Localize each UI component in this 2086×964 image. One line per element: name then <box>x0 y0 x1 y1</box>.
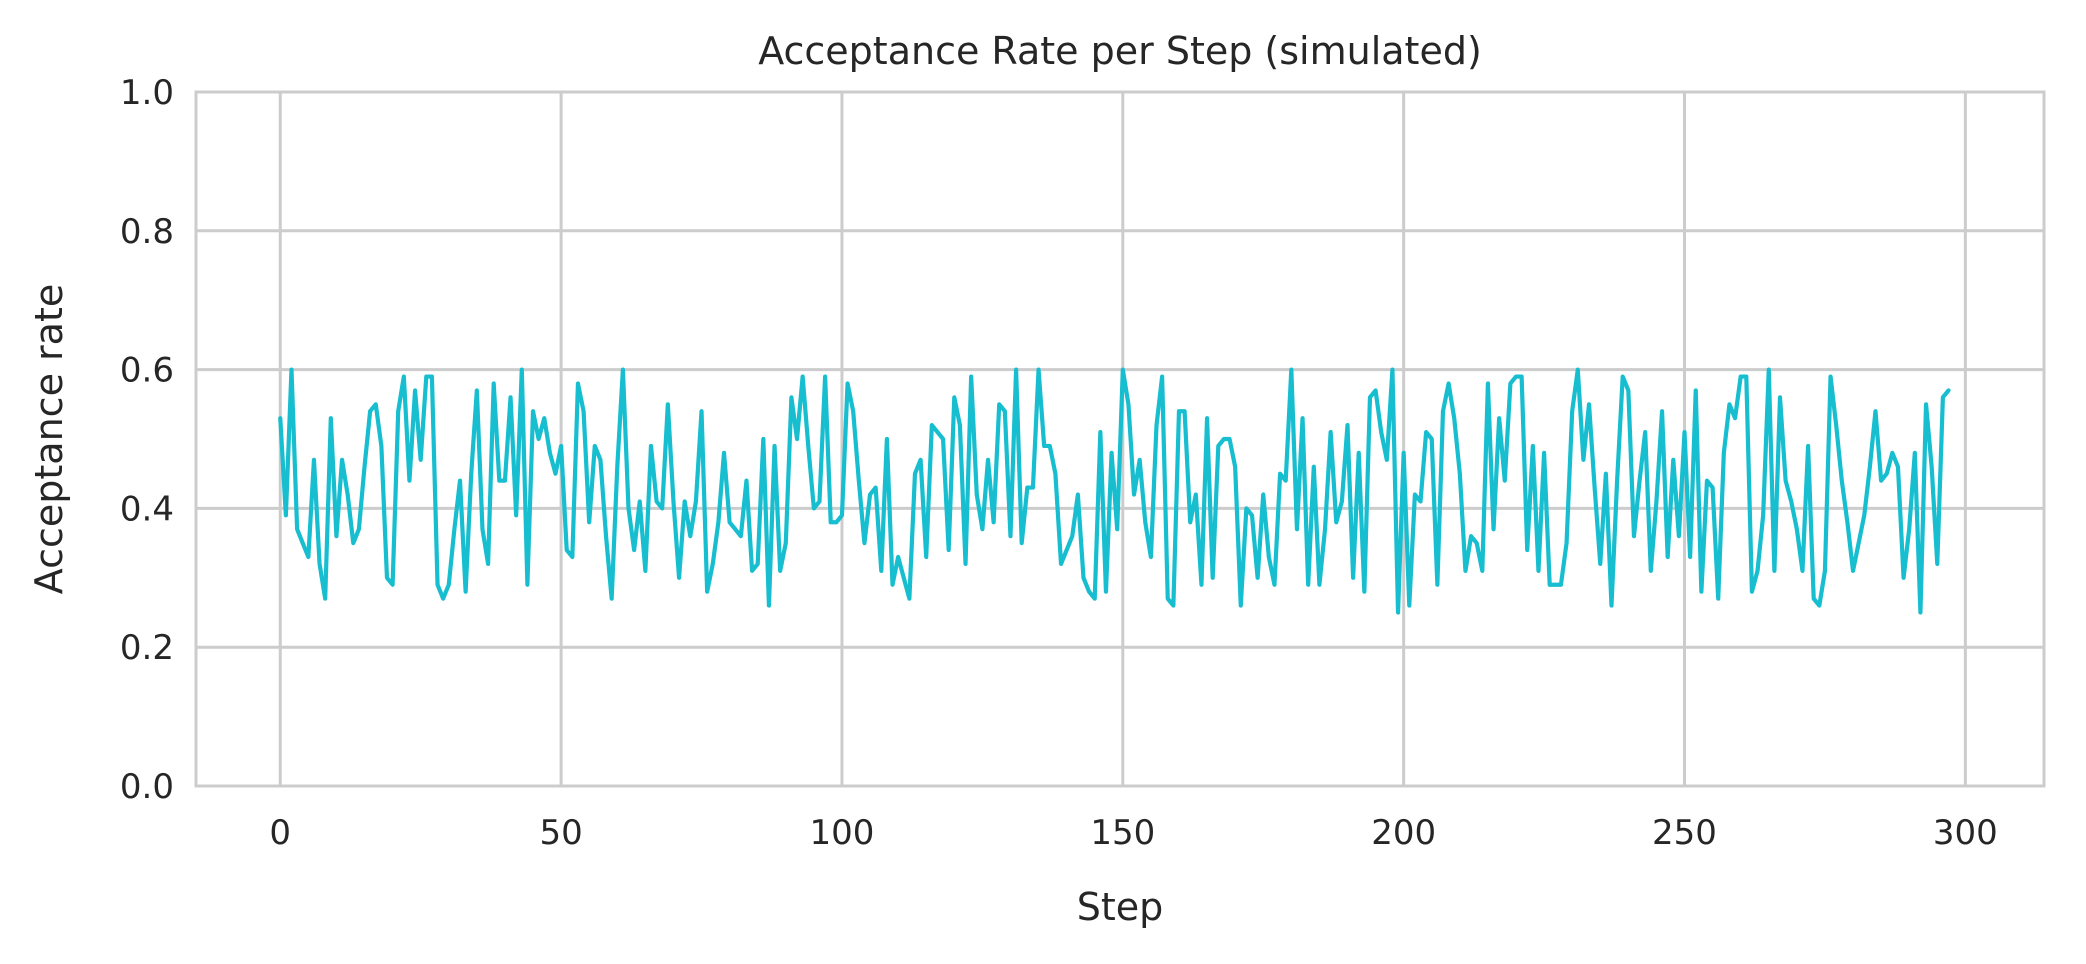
x-tick-label: 300 <box>1933 813 1998 853</box>
y-tick-label: 0.2 <box>120 628 174 668</box>
y-axis-title: Acceptance rate <box>27 284 71 594</box>
y-tick-label: 0.0 <box>120 767 174 807</box>
x-tick-label: 200 <box>1371 813 1436 853</box>
x-tick-labels: 0 50 100 150 200 250 300 <box>269 813 1997 853</box>
y-tick-label: 0.6 <box>120 351 174 391</box>
y-tick-label: 0.8 <box>120 212 174 252</box>
plot-frame <box>194 90 2046 788</box>
series-layer <box>278 367 1951 615</box>
y-tick-label: 0.4 <box>120 489 174 529</box>
y-tick-label: 1.0 <box>120 73 174 113</box>
y-tick-labels: 0.0 0.2 0.4 0.6 0.8 1.0 <box>120 73 174 807</box>
x-tick-label: 50 <box>539 813 582 853</box>
x-tick-label: 0 <box>269 813 291 853</box>
x-tick-label: 100 <box>810 813 875 853</box>
series-line <box>278 367 1951 615</box>
x-axis-title: Step <box>1077 885 1164 929</box>
x-tick-label: 250 <box>1652 813 1717 853</box>
x-tick-label: 150 <box>1090 813 1155 853</box>
chart-title: Acceptance Rate per Step (simulated) <box>758 29 1482 73</box>
